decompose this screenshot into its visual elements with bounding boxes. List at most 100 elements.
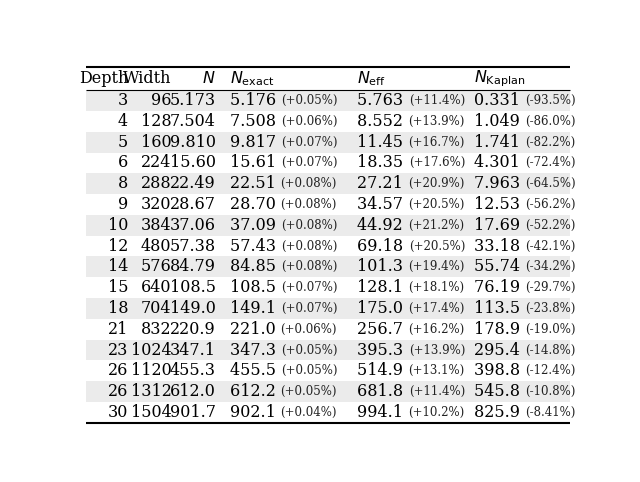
Text: (+0.06%): (+0.06%) — [280, 323, 337, 336]
Text: 9.810: 9.810 — [170, 134, 216, 151]
Text: 480: 480 — [141, 238, 172, 254]
Text: 128: 128 — [141, 113, 172, 130]
Text: Width: Width — [123, 70, 172, 87]
Text: 28.67: 28.67 — [170, 196, 216, 213]
Text: 224: 224 — [141, 154, 172, 172]
Text: 5.173: 5.173 — [170, 92, 216, 109]
Text: 76.19: 76.19 — [474, 279, 525, 296]
Text: 256.7: 256.7 — [358, 321, 408, 338]
Text: (-23.8%): (-23.8%) — [525, 302, 575, 315]
Text: 1120: 1120 — [131, 362, 172, 379]
Text: (-52.2%): (-52.2%) — [525, 219, 575, 232]
Text: (+21.2%): (+21.2%) — [408, 219, 465, 232]
Text: 7.963: 7.963 — [474, 175, 525, 192]
Bar — [86, 174, 570, 194]
Text: 12.53: 12.53 — [474, 196, 525, 213]
Text: (+0.08%): (+0.08%) — [281, 260, 337, 273]
Text: (+0.08%): (+0.08%) — [281, 240, 337, 253]
Text: (+11.4%): (+11.4%) — [409, 94, 465, 107]
Text: (+0.05%): (+0.05%) — [281, 344, 337, 357]
Text: 57.43: 57.43 — [230, 238, 281, 254]
Text: 7.504: 7.504 — [170, 113, 216, 130]
Text: 395.3: 395.3 — [358, 342, 409, 359]
Bar — [86, 298, 570, 319]
Text: 26: 26 — [108, 362, 128, 379]
Text: 14: 14 — [108, 258, 128, 275]
Bar — [86, 215, 570, 236]
Text: (+0.06%): (+0.06%) — [281, 115, 337, 128]
Text: 514.9: 514.9 — [358, 362, 408, 379]
Text: (+20.5%): (+20.5%) — [408, 198, 465, 211]
Text: 34.57: 34.57 — [358, 196, 408, 213]
Bar — [86, 381, 570, 402]
Text: (-64.5%): (-64.5%) — [525, 177, 575, 190]
Text: (+10.2%): (+10.2%) — [408, 406, 465, 419]
Text: $N_{\mathrm{exact}}$: $N_{\mathrm{exact}}$ — [230, 69, 274, 88]
Text: (-8.41%): (-8.41%) — [525, 406, 575, 419]
Text: 8: 8 — [118, 175, 128, 192]
Text: (-72.4%): (-72.4%) — [525, 157, 575, 170]
Text: (+20.5%): (+20.5%) — [409, 240, 465, 253]
Text: (+13.9%): (+13.9%) — [409, 344, 465, 357]
Text: 84.79: 84.79 — [170, 258, 216, 275]
Text: 901.7: 901.7 — [170, 404, 216, 421]
Bar — [86, 132, 570, 152]
Text: 18: 18 — [108, 300, 128, 317]
Text: (+16.2%): (+16.2%) — [408, 323, 465, 336]
Text: 576: 576 — [141, 258, 172, 275]
Text: 37.09: 37.09 — [230, 217, 281, 234]
Text: (+0.07%): (+0.07%) — [281, 281, 337, 294]
Text: 27.21: 27.21 — [358, 175, 408, 192]
Text: 825.9: 825.9 — [474, 404, 525, 421]
Text: 384: 384 — [141, 217, 172, 234]
Text: (+0.05%): (+0.05%) — [280, 385, 337, 398]
Text: $N$: $N$ — [202, 70, 216, 87]
Bar — [86, 256, 570, 277]
Text: (+16.7%): (+16.7%) — [408, 135, 465, 148]
Text: (+0.05%): (+0.05%) — [281, 364, 337, 377]
Text: 640: 640 — [141, 279, 172, 296]
Text: 7.508: 7.508 — [230, 113, 281, 130]
Text: (+11.4%): (+11.4%) — [409, 385, 465, 398]
Text: 44.92: 44.92 — [358, 217, 408, 234]
Text: (+0.05%): (+0.05%) — [281, 94, 337, 107]
Text: (-56.2%): (-56.2%) — [525, 198, 575, 211]
Text: 994.1: 994.1 — [358, 404, 408, 421]
Text: 108.5: 108.5 — [230, 279, 281, 296]
Text: 5: 5 — [118, 134, 128, 151]
Text: (-34.2%): (-34.2%) — [525, 260, 575, 273]
Bar — [86, 340, 570, 361]
Text: 4.301: 4.301 — [474, 154, 525, 172]
Text: 902.1: 902.1 — [230, 404, 280, 421]
Text: 545.8: 545.8 — [474, 383, 525, 400]
Text: 5.763: 5.763 — [358, 92, 409, 109]
Text: (-82.2%): (-82.2%) — [525, 135, 575, 148]
Text: 17.69: 17.69 — [474, 217, 525, 234]
Text: 178.9: 178.9 — [474, 321, 525, 338]
Text: (+0.08%): (+0.08%) — [280, 177, 337, 190]
Text: 15.60: 15.60 — [170, 154, 216, 172]
Text: (+0.04%): (+0.04%) — [280, 406, 337, 419]
Text: 113.5: 113.5 — [474, 300, 525, 317]
Text: (+0.07%): (+0.07%) — [281, 135, 337, 148]
Text: (+0.08%): (+0.08%) — [280, 198, 337, 211]
Text: 220.9: 220.9 — [170, 321, 216, 338]
Text: (-86.0%): (-86.0%) — [525, 115, 575, 128]
Text: (+13.1%): (+13.1%) — [408, 364, 465, 377]
Text: 101.3: 101.3 — [358, 258, 408, 275]
Text: (+20.9%): (+20.9%) — [408, 177, 465, 190]
Text: 1504: 1504 — [131, 404, 172, 421]
Text: 15: 15 — [108, 279, 128, 296]
Text: 18.35: 18.35 — [358, 154, 409, 172]
Text: 704: 704 — [141, 300, 172, 317]
Text: 21: 21 — [108, 321, 128, 338]
Text: (-29.7%): (-29.7%) — [525, 281, 575, 294]
Text: 5.176: 5.176 — [230, 92, 281, 109]
Text: 612.2: 612.2 — [230, 383, 280, 400]
Text: 69.18: 69.18 — [358, 238, 409, 254]
Text: 347.3: 347.3 — [230, 342, 281, 359]
Text: 4: 4 — [118, 113, 128, 130]
Text: 10: 10 — [108, 217, 128, 234]
Text: 30: 30 — [108, 404, 128, 421]
Text: 1024: 1024 — [131, 342, 172, 359]
